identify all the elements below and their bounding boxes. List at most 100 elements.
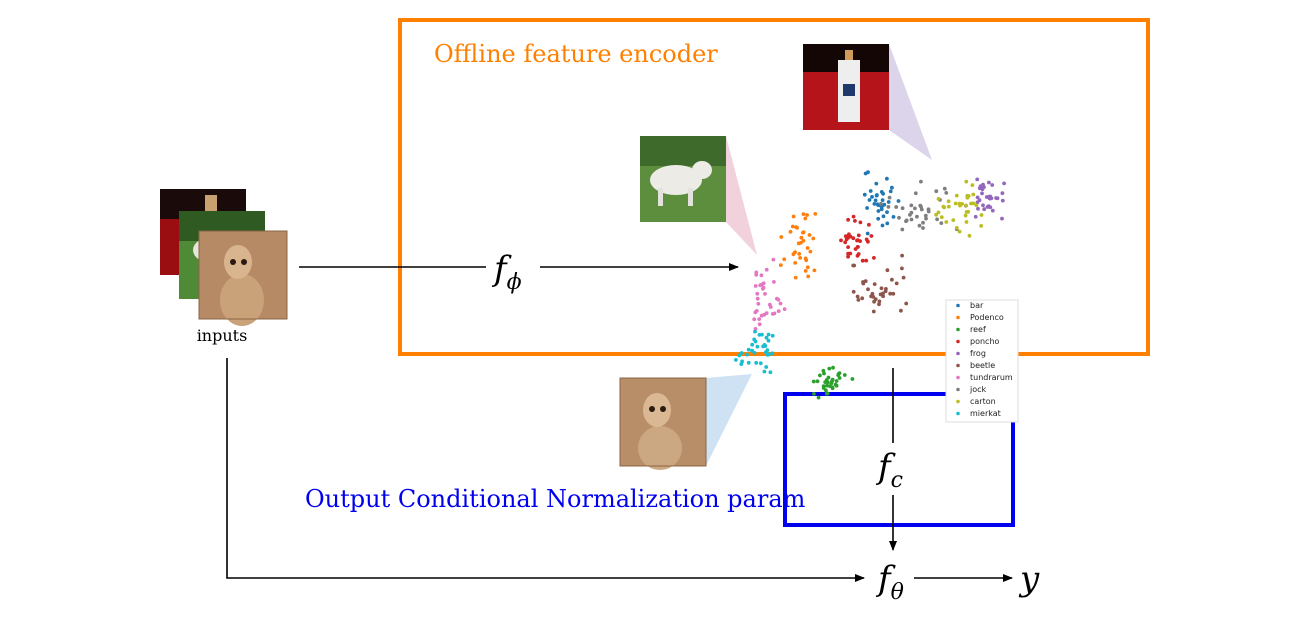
scatter-point: [750, 348, 754, 353]
scatter-point: [877, 302, 881, 307]
scatter-point: [874, 181, 879, 186]
scatter-point: [872, 282, 877, 286]
legend-marker: [956, 387, 960, 392]
scatter-point: [877, 299, 882, 304]
scatter-point: [873, 198, 878, 203]
scatter-point: [811, 379, 816, 384]
legend-entry: frog: [970, 349, 986, 358]
scatter-point: [942, 186, 947, 191]
scatter-point: [834, 379, 839, 383]
scatter-point: [766, 338, 771, 343]
scatter-point: [975, 177, 980, 182]
scatter-point: [752, 317, 757, 322]
f-c-label: fc: [875, 447, 903, 493]
scatter-point: [982, 207, 987, 212]
scatter-point: [980, 191, 984, 196]
scatter-point: [805, 246, 810, 250]
scatter-point: [758, 361, 763, 366]
scatter-point: [808, 249, 813, 254]
scatter-point: [853, 219, 857, 223]
scatter-point: [765, 348, 770, 352]
scatter-point: [909, 217, 914, 222]
scatter-point: [879, 201, 883, 206]
scatter-point: [865, 231, 870, 236]
scatter-point: [885, 176, 889, 181]
legend-marker: [956, 399, 960, 404]
scatter-point: [864, 237, 869, 242]
scatter-point: [896, 199, 901, 203]
f-theta-label: fθ: [875, 559, 904, 605]
scatter-point: [776, 309, 781, 313]
embedding-scatter: [734, 170, 1006, 400]
scatter-point: [806, 274, 811, 279]
scatter-point: [981, 182, 985, 187]
scatter-point: [899, 308, 903, 313]
scatter-point: [764, 335, 769, 340]
scatter-point: [776, 297, 781, 302]
scatter-point: [1000, 216, 1004, 221]
scatter-point: [946, 199, 951, 204]
scatter-point: [964, 210, 969, 214]
scatter-point: [827, 366, 832, 371]
scatter-point: [831, 365, 835, 370]
input-image-stack: [160, 189, 288, 326]
scatter-point: [977, 198, 982, 203]
scatter-point: [793, 261, 798, 265]
scatter-point: [824, 391, 829, 396]
scatter-point: [875, 202, 880, 207]
legend-entry: bar: [970, 301, 984, 310]
scatter-point: [768, 370, 773, 375]
scatter-point: [921, 220, 925, 225]
scatter-point: [755, 296, 760, 301]
scatter-point: [754, 309, 759, 313]
scatter-point: [881, 191, 885, 196]
scatter-point: [851, 263, 856, 268]
scatter-point: [879, 286, 884, 291]
scatter-point: [855, 238, 860, 243]
scatter-point: [770, 351, 775, 356]
scatter-point: [830, 379, 834, 384]
scatter-point: [921, 226, 925, 230]
scatter-point: [863, 171, 868, 176]
scatter-point: [821, 386, 826, 390]
scatter-point: [900, 253, 904, 258]
scatter-point: [891, 215, 896, 219]
scatter-point: [816, 395, 821, 400]
scatter-point: [812, 392, 816, 396]
scatter-point: [858, 220, 863, 225]
scatter-point: [904, 301, 909, 306]
legend-entry: beetle: [970, 361, 995, 370]
legend-entry: jock: [969, 385, 987, 394]
legend-entry: Podenco: [970, 313, 1004, 322]
scatter-point: [753, 284, 758, 288]
legend-marker: [956, 375, 960, 380]
scatter-point: [880, 198, 885, 203]
scatter-point: [766, 332, 771, 337]
legend-entry: tundrarum: [970, 373, 1013, 382]
scatter-point: [897, 215, 901, 220]
scatter-point: [1000, 198, 1005, 203]
scatter-point: [782, 307, 787, 311]
y-output-label: y: [1018, 559, 1040, 599]
scatter-point: [790, 224, 795, 229]
scatter-point: [935, 217, 939, 222]
scatter-point: [823, 380, 828, 384]
scatter-point: [872, 202, 877, 206]
scatter-point: [851, 214, 856, 219]
input-thumb-meerkat: [198, 230, 288, 326]
scatter-point: [752, 337, 757, 342]
scatter-point: [963, 213, 968, 218]
scatter-point: [908, 213, 912, 217]
scatter-point: [753, 329, 757, 334]
scatter-point: [762, 369, 767, 374]
scatter-point: [888, 291, 893, 296]
scatter-point: [765, 353, 770, 357]
scatter-point: [795, 225, 799, 230]
scatter-point: [870, 291, 875, 296]
scatter-point: [926, 207, 931, 212]
scatter-point: [836, 372, 841, 376]
scatter-point: [843, 234, 848, 239]
legend-entry: mierkat: [970, 409, 1001, 418]
legend-marker: [956, 351, 960, 356]
